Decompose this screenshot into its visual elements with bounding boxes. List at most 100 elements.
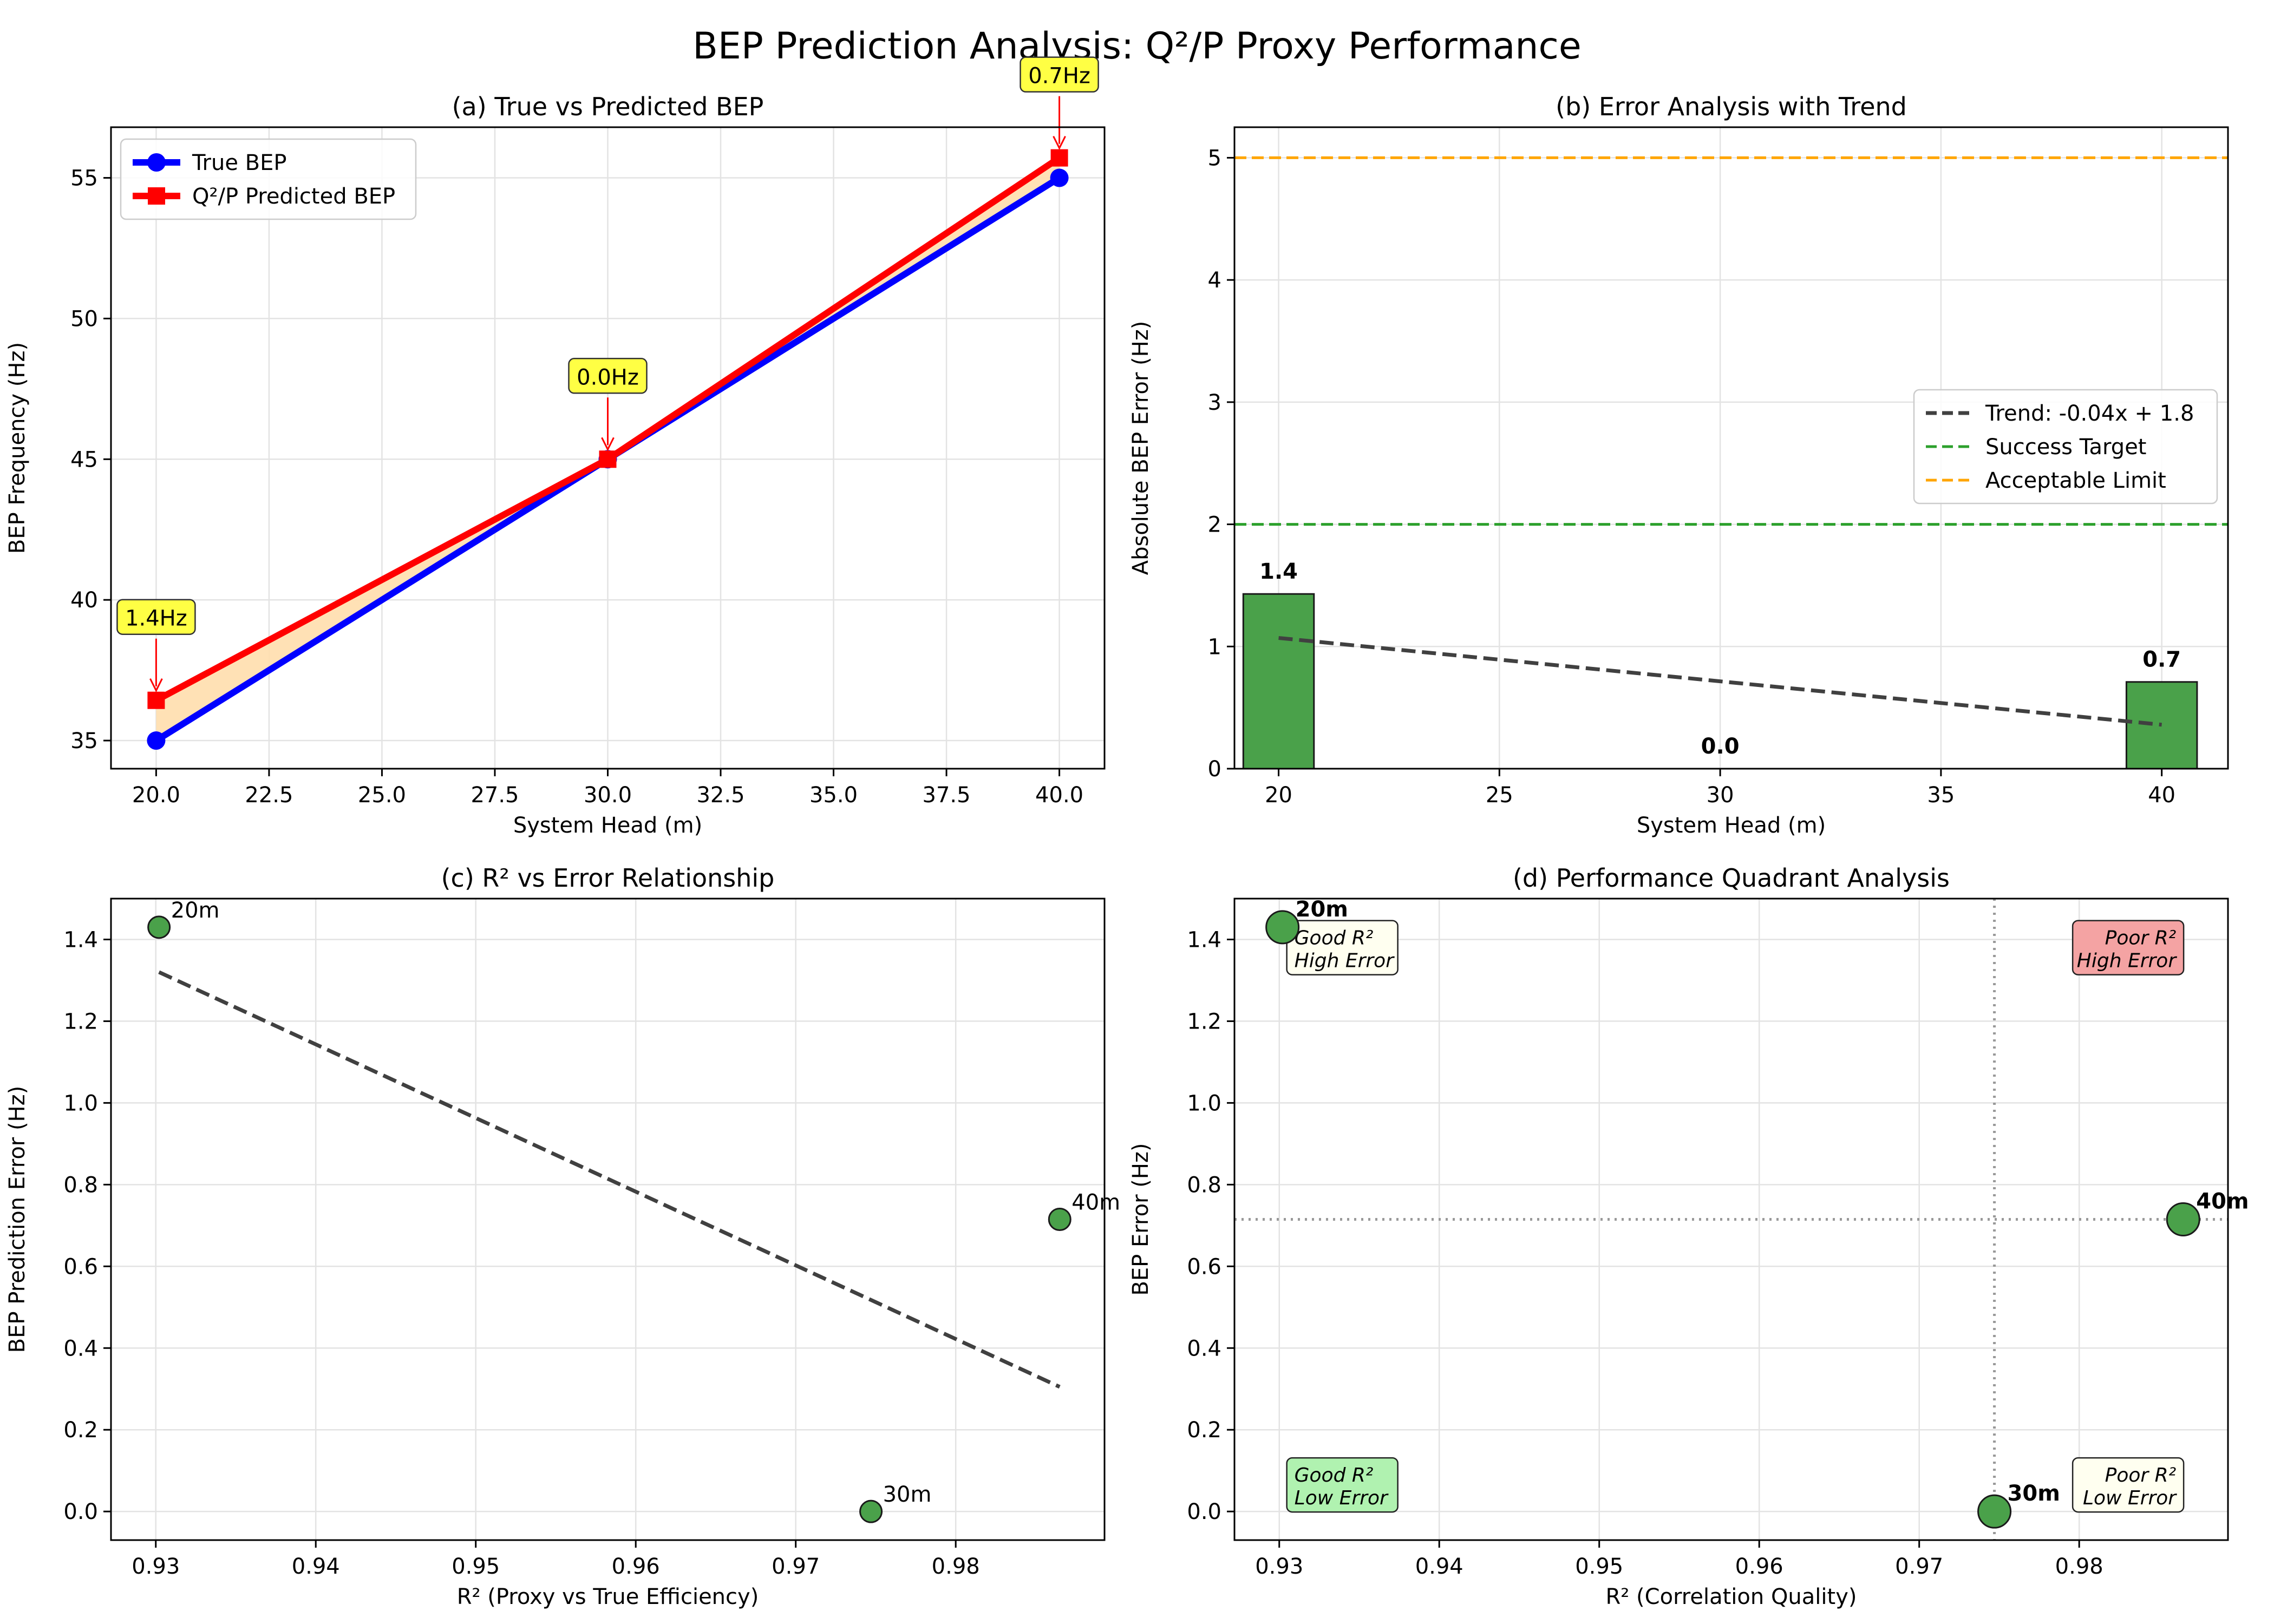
axes-title: (d) Performance Quadrant Analysis <box>1513 863 1950 893</box>
legend-marker <box>147 153 166 172</box>
scatter-point <box>2166 1202 2200 1236</box>
plot-area <box>111 899 1105 1540</box>
axes-title: (a) True vs Predicted BEP <box>452 92 764 121</box>
x-axis-label: R² (Correlation Quality) <box>1606 1584 1857 1609</box>
bar-value-label: 1.4 <box>1259 559 1298 584</box>
scatter-point <box>1977 1494 2012 1529</box>
annotation-box <box>568 358 648 394</box>
error-annotation: 0.7Hz <box>1020 56 1099 150</box>
axes-title: (c) R² vs Error Relationship <box>441 863 775 893</box>
annotation-label: 1.4Hz <box>125 606 187 631</box>
axes-frame <box>1233 898 2229 1541</box>
x-tick-label: 35 <box>1927 783 1955 808</box>
quadrant-line-1: Good R² <box>1295 927 1374 949</box>
x-tick-label: 0.98 <box>932 1554 980 1579</box>
point-label: 40m <box>2196 1189 2249 1214</box>
data-point <box>147 731 166 750</box>
x-tick-label: 0.97 <box>772 1554 820 1579</box>
y-tick-label: 55 <box>70 166 98 191</box>
data-point <box>1050 149 1068 167</box>
x-tick-label: 0.94 <box>1415 1554 1463 1579</box>
y-tick-label: 0.6 <box>1187 1254 1221 1279</box>
quadrant-box <box>2072 920 2185 975</box>
data-point <box>1050 168 1069 187</box>
x-tick-label: 0.96 <box>612 1554 660 1579</box>
y-tick-label: 0 <box>1208 757 1221 782</box>
x-tick-label: 0.93 <box>1255 1554 1303 1579</box>
x-tick-label: 0.97 <box>1895 1554 1943 1579</box>
point-label: 30m <box>883 1482 932 1507</box>
y-tick-label: 0.2 <box>1187 1418 1221 1443</box>
x-tick-label: 0.95 <box>452 1554 500 1579</box>
y-tick-label: 0.4 <box>63 1336 98 1361</box>
y-tick-label: 50 <box>70 306 98 331</box>
quadrant-line-2: Low Error <box>1295 1487 1389 1509</box>
legend-label: Q²/P Predicted BEP <box>192 184 395 209</box>
y-axis-label: Absolute BEP Error (Hz) <box>1128 321 1153 575</box>
quadrant-box <box>1286 920 1399 975</box>
x-tick-label: 40.0 <box>1035 783 1083 808</box>
annotation-box <box>1020 56 1099 93</box>
x-tick-label: 0.96 <box>1735 1554 1783 1579</box>
legend-marker <box>148 187 165 205</box>
quadrant-line-1: Poor R² <box>2105 1464 2176 1487</box>
y-tick-label: 0.2 <box>63 1418 98 1443</box>
quadrant-box <box>2072 1457 2185 1513</box>
quadrant-box <box>1286 1457 1399 1513</box>
legend-label: True BEP <box>192 150 287 175</box>
panel-b-error-analysis: 1.4 0.0 0.7 20 25 30 35 40 0 1 2 3 4 5 (b) Error Analy… <box>1128 92 2229 838</box>
series-predicted-bep <box>147 149 1068 709</box>
quadrant-line-2: Low Error <box>2083 1487 2177 1509</box>
legend-box <box>120 138 417 220</box>
y-tick-label: 1.0 <box>1187 1091 1221 1116</box>
y-tick-label: 0.4 <box>1187 1336 1221 1361</box>
data-point <box>599 450 617 468</box>
point-label: 20m <box>1296 897 1348 922</box>
error-bar <box>2125 681 2198 770</box>
legend-label: Acceptable Limit <box>1985 468 2166 493</box>
bar-value-label: 0.0 <box>1701 734 1740 759</box>
y-axis-label: BEP Error (Hz) <box>1128 1143 1153 1295</box>
y-tick-label: 4 <box>1208 268 1221 293</box>
figure-title: BEP Prediction Analysis: Q²/P Proxy Perf… <box>692 25 1581 68</box>
y-tick-label: 1.2 <box>63 1009 98 1034</box>
x-tick-label: 32.5 <box>696 783 744 808</box>
y-axis-label: BEP Prediction Error (Hz) <box>5 1086 30 1353</box>
grid-lines <box>111 899 1105 1540</box>
scatter-point <box>1265 910 1300 945</box>
annotation-label: 0.7Hz <box>1028 64 1090 89</box>
x-tick-label: 20 <box>1265 783 1292 808</box>
plot-area <box>1234 899 2228 1540</box>
x-tick-label: 0.93 <box>132 1554 180 1579</box>
x-tick-label: 30 <box>1707 783 1734 808</box>
y-tick-label: 1.2 <box>1187 1009 1221 1034</box>
error-fill-area <box>156 158 1060 741</box>
y-tick-label: 40 <box>70 588 98 613</box>
y-tick-label: 0.8 <box>63 1173 98 1197</box>
error-annotation: 1.4Hz <box>116 599 196 693</box>
y-tick-label: 0.0 <box>1187 1499 1221 1524</box>
scatter-point <box>859 1499 883 1523</box>
annotation-box <box>116 599 196 635</box>
point-label: 30m <box>2008 1481 2060 1506</box>
quadrant-line-2: High Error <box>1295 950 1395 972</box>
error-bar <box>1242 593 1315 770</box>
panel-c-r2-vs-error: 20m 30m 40m 0.93 0.94 0.95 0.96 0.97 0.98 0.0 0.2 0… <box>5 863 1120 1609</box>
trend-line <box>158 970 1061 1389</box>
axes-title: (b) Error Analysis with Trend <box>1556 92 1907 121</box>
y-tick-label: 35 <box>70 729 98 754</box>
x-tick-label: 27.5 <box>471 783 519 808</box>
point-label: 40m <box>1071 1190 1120 1215</box>
x-tick-label: 0.95 <box>1575 1554 1623 1579</box>
y-tick-label: 0.8 <box>1187 1173 1221 1197</box>
y-tick-label: 1.0 <box>63 1091 98 1116</box>
x-tick-label: 30.0 <box>584 783 632 808</box>
panel-a-true-vs-predicted: 1.4Hz 0.0Hz 0.7Hz 20.0 22.5 25.0 27.5 30.0 32.5 3… <box>5 56 1106 838</box>
x-tick-label: 25.0 <box>358 783 406 808</box>
scatter-point <box>1048 1208 1071 1231</box>
y-tick-label: 1.4 <box>63 927 98 952</box>
